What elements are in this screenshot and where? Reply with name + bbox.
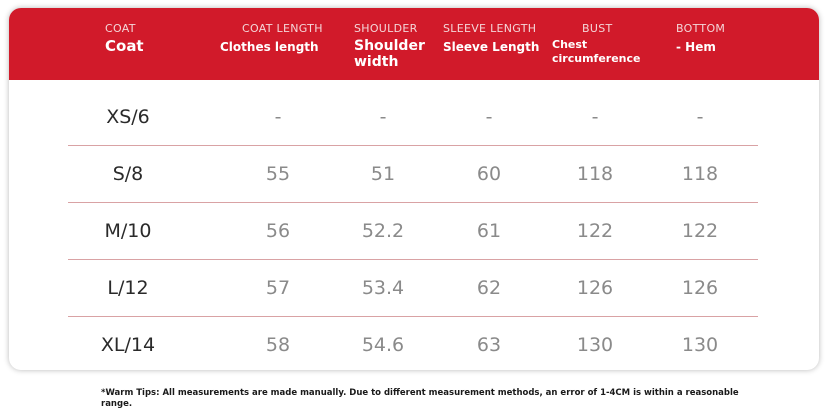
shoulder-width-cell: - xyxy=(379,106,387,128)
shoulder-width-cell: 52.2 xyxy=(361,220,405,242)
header-bust: BUST Chest circumference xyxy=(552,22,652,66)
header-shoulder: SHOULDER Shoulder width xyxy=(354,22,444,70)
size-chart-card: COAT Coat COAT LENGTH Clothes length SHO… xyxy=(9,8,819,370)
table-row: L/12 57 53.4 62 126 126 xyxy=(68,260,758,317)
size-cell: XL/14 xyxy=(100,334,156,356)
shoulder-width-cell: 54.6 xyxy=(361,334,405,356)
chest-cell: 126 xyxy=(576,277,614,299)
sleeve-length-cell: 63 xyxy=(476,334,502,356)
header-bottom-label: - Hem xyxy=(676,40,716,54)
hem-cell: - xyxy=(696,106,704,128)
chest-cell: 130 xyxy=(576,334,614,356)
table-row: XL/14 58 54.6 63 130 130 xyxy=(68,317,758,370)
hem-cell: 118 xyxy=(681,163,719,185)
header-sleeve-length-en: SLEEVE LENGTH xyxy=(443,22,537,35)
header-sleeve-length: SLEEVE LENGTH Sleeve Length xyxy=(443,22,553,54)
size-cell: L/12 xyxy=(107,277,149,299)
table-row: M/10 56 52.2 61 122 122 xyxy=(68,203,758,260)
size-cell: S/8 xyxy=(112,163,144,185)
clothes-length-cell: 56 xyxy=(265,220,291,242)
chest-cell: 118 xyxy=(576,163,614,185)
table-body: XS/6 - - - - - S/8 55 51 60 118 118 M/10… xyxy=(68,89,758,370)
chest-cell: - xyxy=(591,106,599,128)
table-header: COAT Coat COAT LENGTH Clothes length SHO… xyxy=(9,8,819,80)
warm-tip-note: *Warm Tips: All measurements are made ma… xyxy=(101,388,739,409)
sleeve-length-cell: 62 xyxy=(476,277,502,299)
table-row: XS/6 - - - - - xyxy=(68,89,758,146)
header-coat-length-en: COAT LENGTH xyxy=(242,22,323,35)
header-bust-label: Chest circumference xyxy=(552,38,641,65)
shoulder-width-cell: 53.4 xyxy=(361,277,405,299)
hem-cell: 122 xyxy=(681,220,719,242)
clothes-length-cell: 58 xyxy=(265,334,291,356)
table-row: S/8 55 51 60 118 118 xyxy=(68,146,758,203)
sleeve-length-cell: 60 xyxy=(476,163,502,185)
header-coat-en: COAT xyxy=(105,22,136,35)
header-shoulder-en: SHOULDER xyxy=(354,22,418,35)
header-bottom-en: BOTTOM xyxy=(676,22,726,35)
clothes-length-cell: 55 xyxy=(265,163,291,185)
size-cell: M/10 xyxy=(104,220,152,242)
header-shoulder-label: Shoulder width xyxy=(354,38,425,70)
hem-cell: 126 xyxy=(681,277,719,299)
clothes-length-cell: - xyxy=(274,106,282,128)
sleeve-length-cell: - xyxy=(485,106,493,128)
chest-cell: 122 xyxy=(576,220,614,242)
header-coat-length: COAT LENGTH Clothes length xyxy=(220,22,350,54)
header-coat-length-label: Clothes length xyxy=(220,40,319,54)
header-coat: COAT Coat xyxy=(105,22,225,54)
shoulder-width-cell: 51 xyxy=(370,163,396,185)
header-bottom: BOTTOM - Hem xyxy=(676,22,766,54)
header-sleeve-length-label: Sleeve Length xyxy=(443,40,540,54)
size-cell: XS/6 xyxy=(106,106,150,128)
clothes-length-cell: 57 xyxy=(265,277,291,299)
sleeve-length-cell: 61 xyxy=(476,220,502,242)
header-bust-en: BUST xyxy=(582,22,613,35)
hem-cell: 130 xyxy=(681,334,719,356)
header-coat-label: Coat xyxy=(105,37,144,55)
